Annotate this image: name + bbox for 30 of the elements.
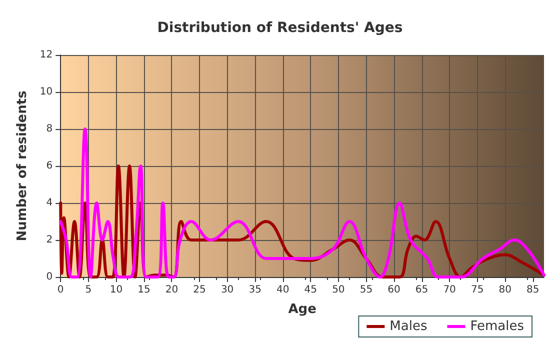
legend-label: Males [390,319,428,334]
x-tick-label: 40 [276,284,290,296]
x-tick-label: 15 [138,284,150,296]
x-tick-label: 10 [110,284,123,296]
x-tick-label: 55 [360,284,373,296]
x-axis-title: Age [288,302,317,317]
y-tick-label: 8 [46,124,53,134]
x-tick-label: 75 [470,284,484,296]
x-tick-label: 45 [304,284,318,296]
chart-title: Distribution of Residents' Ages [157,20,403,36]
x-tick-label: 60 [388,284,400,296]
x-tick-label: 70 [443,284,456,296]
legend-label: Females [470,319,524,334]
y-tick-label: 4 [46,198,53,208]
y-tick-label: 2 [46,234,53,246]
x-tick-label: 5 [85,284,92,296]
y-tick-label: 6 [46,160,53,172]
x-tick-label: 35 [248,284,262,296]
x-tick-label: 20 [165,284,178,296]
y-tick-label: 0 [46,272,53,282]
y-tick-label: 12 [40,50,53,60]
x-tick-label: 65 [415,284,428,296]
x-tick-label: 80 [498,284,512,296]
y-axis-title: Number of residents [15,90,30,242]
x-tick-label: 25 [193,284,206,296]
x-tick-label: 85 [526,284,540,296]
x-tick-label: 0 [57,284,64,296]
y-tick-label: 10 [40,86,53,98]
x-tick-label: 50 [332,284,345,296]
x-tick-label: 30 [220,284,234,296]
